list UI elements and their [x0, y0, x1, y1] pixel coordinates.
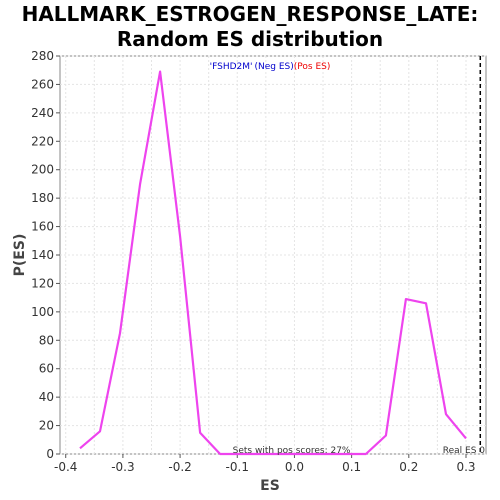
- chart-title-line-1: HALLMARK_ESTROGEN_RESPONSE_LATE:: [21, 2, 479, 26]
- x-tick-label: -0.1: [226, 460, 249, 474]
- x-tick-label: -0.3: [111, 460, 134, 474]
- y-tick-label: 80: [39, 333, 54, 347]
- x-tick-label: 0.0: [285, 460, 304, 474]
- chart-title-line-2: Random ES distribution: [116, 27, 384, 51]
- x-tick-label: -0.2: [168, 460, 191, 474]
- legend-gene-set: FSHD2M: [212, 62, 250, 72]
- legend-quote-close: ': [250, 62, 252, 72]
- y-axis-title: P(ES): [12, 234, 28, 277]
- y-tick-label: 100: [31, 305, 54, 319]
- x-tick-label: 0.3: [456, 460, 475, 474]
- grid-lines: [60, 55, 486, 455]
- y-axis: 0 20 40 60 80 100 120 140 160 180 200 220 240 260 280: [31, 49, 60, 461]
- y-tick-label: 0: [46, 447, 54, 461]
- real-es-annotation: Real ES 0: [443, 446, 486, 456]
- y-tick-label: 260: [31, 77, 54, 91]
- series-line: [79, 70, 467, 456]
- y-tick-label: 200: [31, 163, 54, 177]
- x-tick-label: 0.2: [399, 460, 418, 474]
- y-tick-label: 240: [31, 106, 54, 120]
- legend-quote-open: ': [210, 62, 212, 72]
- x-tick-label: 0.1: [342, 460, 361, 474]
- y-tick-label: 40: [39, 390, 54, 404]
- x-tick-label: -0.4: [54, 460, 77, 474]
- y-tick-label: 280: [31, 49, 54, 63]
- x-axis-title: ES: [260, 478, 280, 494]
- y-tick-label: 120: [31, 276, 54, 290]
- legend-neg-label: (Neg ES): [255, 62, 294, 72]
- chart-title: HALLMARK_ESTROGEN_RESPONSE_LATE: Random …: [0, 2, 500, 52]
- x-axis: -0.4 -0.3 -0.2 -0.1 0.0 0.1 0.2 0.3: [54, 454, 476, 474]
- y-tick-label: 220: [31, 134, 54, 148]
- y-tick-label: 160: [31, 220, 54, 234]
- legend: 'FSHD2M' (Neg ES)(Pos ES): [210, 62, 331, 72]
- y-tick-label: 20: [39, 419, 54, 433]
- y-tick-label: 60: [39, 362, 54, 376]
- legend-pos-label: (Pos ES): [294, 62, 331, 72]
- pos-fraction-annotation: Sets with pos scores: 27%: [233, 446, 351, 456]
- y-tick-label: 180: [31, 191, 54, 205]
- y-tick-label: 140: [31, 248, 54, 262]
